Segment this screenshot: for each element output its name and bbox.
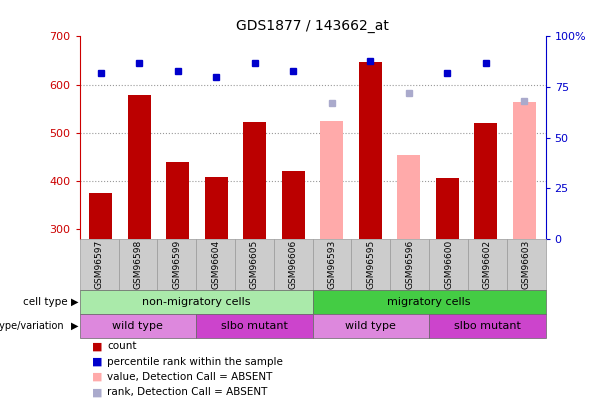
Text: GSM96598: GSM96598 [134,240,142,289]
Bar [513,102,536,239]
Text: ▶: ▶ [70,321,78,331]
Text: genotype/variation: genotype/variation [0,321,64,331]
Text: GSM96606: GSM96606 [289,240,298,289]
Bar [321,121,343,239]
Bar [166,162,189,239]
Text: GSM96605: GSM96605 [250,240,259,289]
Bar [205,177,228,239]
Text: GSM96596: GSM96596 [405,240,414,289]
Text: rank, Detection Call = ABSENT: rank, Detection Call = ABSENT [107,388,268,397]
Text: migratory cells: migratory cells [387,297,471,307]
Text: wild type: wild type [113,321,163,331]
Text: GSM96604: GSM96604 [211,240,220,289]
Text: ▶: ▶ [70,297,78,307]
Text: cell type: cell type [23,297,67,307]
Bar [359,62,382,239]
Text: ■: ■ [92,372,102,382]
Text: GSM96595: GSM96595 [367,240,375,289]
Bar [474,123,497,239]
Bar [397,155,421,239]
Text: value, Detection Call = ABSENT: value, Detection Call = ABSENT [107,372,273,382]
Bar [243,122,267,239]
Text: wild type: wild type [346,321,396,331]
Text: slbo mutant: slbo mutant [454,321,521,331]
Title: GDS1877 / 143662_at: GDS1877 / 143662_at [236,19,389,33]
Text: GSM96599: GSM96599 [172,240,181,289]
Text: GSM96602: GSM96602 [483,240,492,289]
Text: ■: ■ [92,388,102,397]
Text: slbo mutant: slbo mutant [221,321,288,331]
Bar [89,193,112,239]
Text: percentile rank within the sample: percentile rank within the sample [107,357,283,367]
Text: GSM96603: GSM96603 [522,240,531,289]
Bar [282,171,305,239]
Text: GSM96597: GSM96597 [94,240,104,289]
Text: ■: ■ [92,341,102,351]
Text: non-migratory cells: non-migratory cells [142,297,250,307]
Text: GSM96593: GSM96593 [327,240,337,289]
Bar [128,95,151,239]
Text: count: count [107,341,137,351]
Bar [436,178,459,239]
Text: ■: ■ [92,357,102,367]
Text: GSM96600: GSM96600 [444,240,453,289]
